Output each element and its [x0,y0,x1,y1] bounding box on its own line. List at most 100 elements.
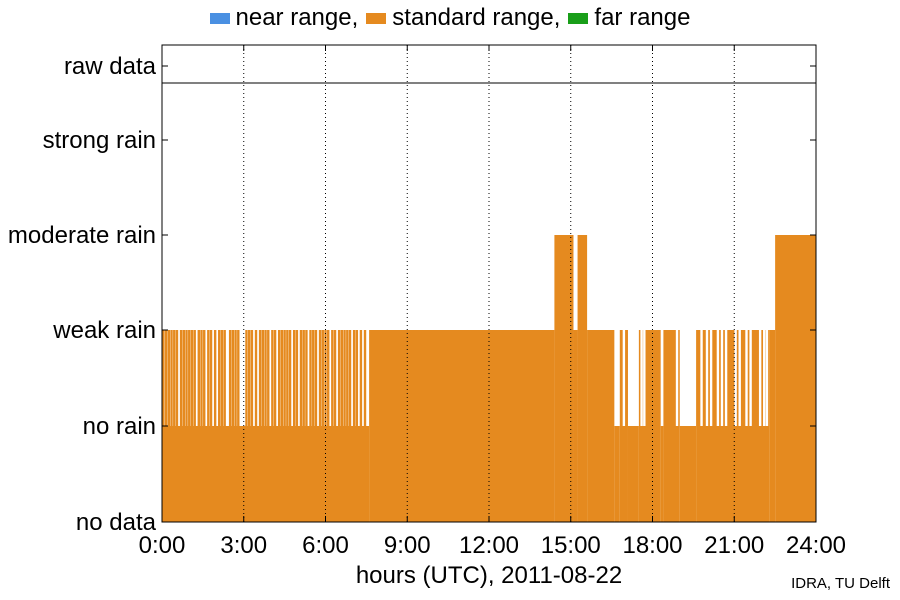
spike-54 [337,330,341,426]
spike-40 [292,330,296,426]
spike-14 [203,330,206,426]
ytick-label-no-data: no data [76,509,157,536]
xtick-label-5: 15:00 [541,532,601,559]
spike-13 [200,330,203,426]
spike-10 [190,330,194,426]
dropout-0 [622,330,626,426]
spike-43 [302,330,305,426]
area-segment-8 [627,426,639,522]
legend-swatch-near-range [209,12,230,24]
legend-item-near-range: near range, [209,4,359,32]
spike-29 [258,330,262,426]
credit-text: IDRA, TU Delft [791,575,890,592]
spike-7 [182,330,185,426]
dropout-7 [716,330,720,426]
spike-25 [245,330,248,426]
spike-31 [264,330,267,426]
spike-52 [331,330,334,426]
ytick-label-moderate-rain: moderate rain [8,222,156,249]
spike-27 [250,330,254,426]
dropout-12 [745,330,748,426]
spike-5 [175,330,179,426]
spike-55 [340,330,344,426]
spike-19 [220,330,224,426]
dropout-10 [734,330,737,426]
dropout-16 [765,330,769,426]
legend-swatch-standard-range [366,12,387,24]
area-segment-5 [587,330,615,522]
ytick-label-weak-rain: weak rain [52,317,156,344]
spike-53 [333,330,337,426]
area-segment-6 [614,426,620,522]
dropout-8 [720,330,724,426]
spike-30 [261,330,265,426]
dropout-13 [749,330,752,426]
dropout-2 [643,330,646,426]
spike-33 [271,330,274,426]
xtick-label-0: 0:00 [139,532,186,559]
spike-35 [277,330,281,426]
area-segment-11 [663,330,680,522]
dropout-14 [758,330,762,426]
x-axis-label: hours (UTC), 2011-08-22 [356,562,622,589]
spike-61 [359,330,363,426]
spike-17 [213,330,217,426]
legend-item-far-range: far range [568,4,690,32]
spike-50 [324,330,327,426]
xtick-label-1: 3:00 [220,532,267,559]
area-segment-15 [775,235,816,522]
ytick-label-no-rain: no rain [83,413,156,440]
dropout-5 [705,330,709,426]
spike-59 [352,330,356,426]
ytick-label-raw-data: raw data [64,53,157,80]
spike-6 [179,330,183,426]
spike-56 [343,330,346,426]
area-segment-10 [660,426,664,522]
spike-11 [193,330,196,426]
spike-39 [288,330,292,426]
spike-58 [348,330,352,426]
ytick-label-strong-rain: strong rain [43,127,156,154]
xtick-label-7: 21:00 [704,532,764,559]
spike-36 [280,330,284,426]
area-segment-4 [577,235,588,522]
spike-48 [318,330,322,426]
area-segment-2 [554,235,574,522]
spike-49 [321,330,324,426]
spike-20 [223,330,226,426]
spike-16 [209,330,213,426]
spike-24 [237,330,240,426]
spike-21 [228,330,232,426]
spike-9 [188,330,191,426]
spike-18 [218,330,221,426]
spike-0 [162,330,165,426]
xtick-label-4: 12:00 [459,532,519,559]
area-segment-14 [769,330,776,522]
spike-1 [164,330,168,426]
legend-item-standard-range: standard range, [366,4,560,32]
spike-38 [286,330,289,426]
spike-51 [327,330,330,426]
area-segment-3 [573,330,578,522]
spike-23 [234,330,237,426]
spike-47 [314,330,318,426]
spike-26 [248,330,251,426]
spike-8 [185,330,188,426]
dropout-15 [763,330,766,426]
legend-label-near-range: near range, [235,4,359,31]
spike-3 [170,330,173,426]
xtick-label-6: 18:00 [622,532,682,559]
legend-label-far-range: far range [594,4,691,31]
spike-42 [299,330,303,426]
spike-37 [283,330,286,426]
spike-22 [231,330,235,426]
spike-44 [305,330,308,426]
spike-34 [273,330,277,426]
xtick-label-2: 6:00 [302,532,349,559]
spike-2 [167,330,171,426]
spike-12 [197,330,200,426]
spike-32 [267,330,270,426]
spike-28 [254,330,258,426]
spike-57 [346,330,349,426]
